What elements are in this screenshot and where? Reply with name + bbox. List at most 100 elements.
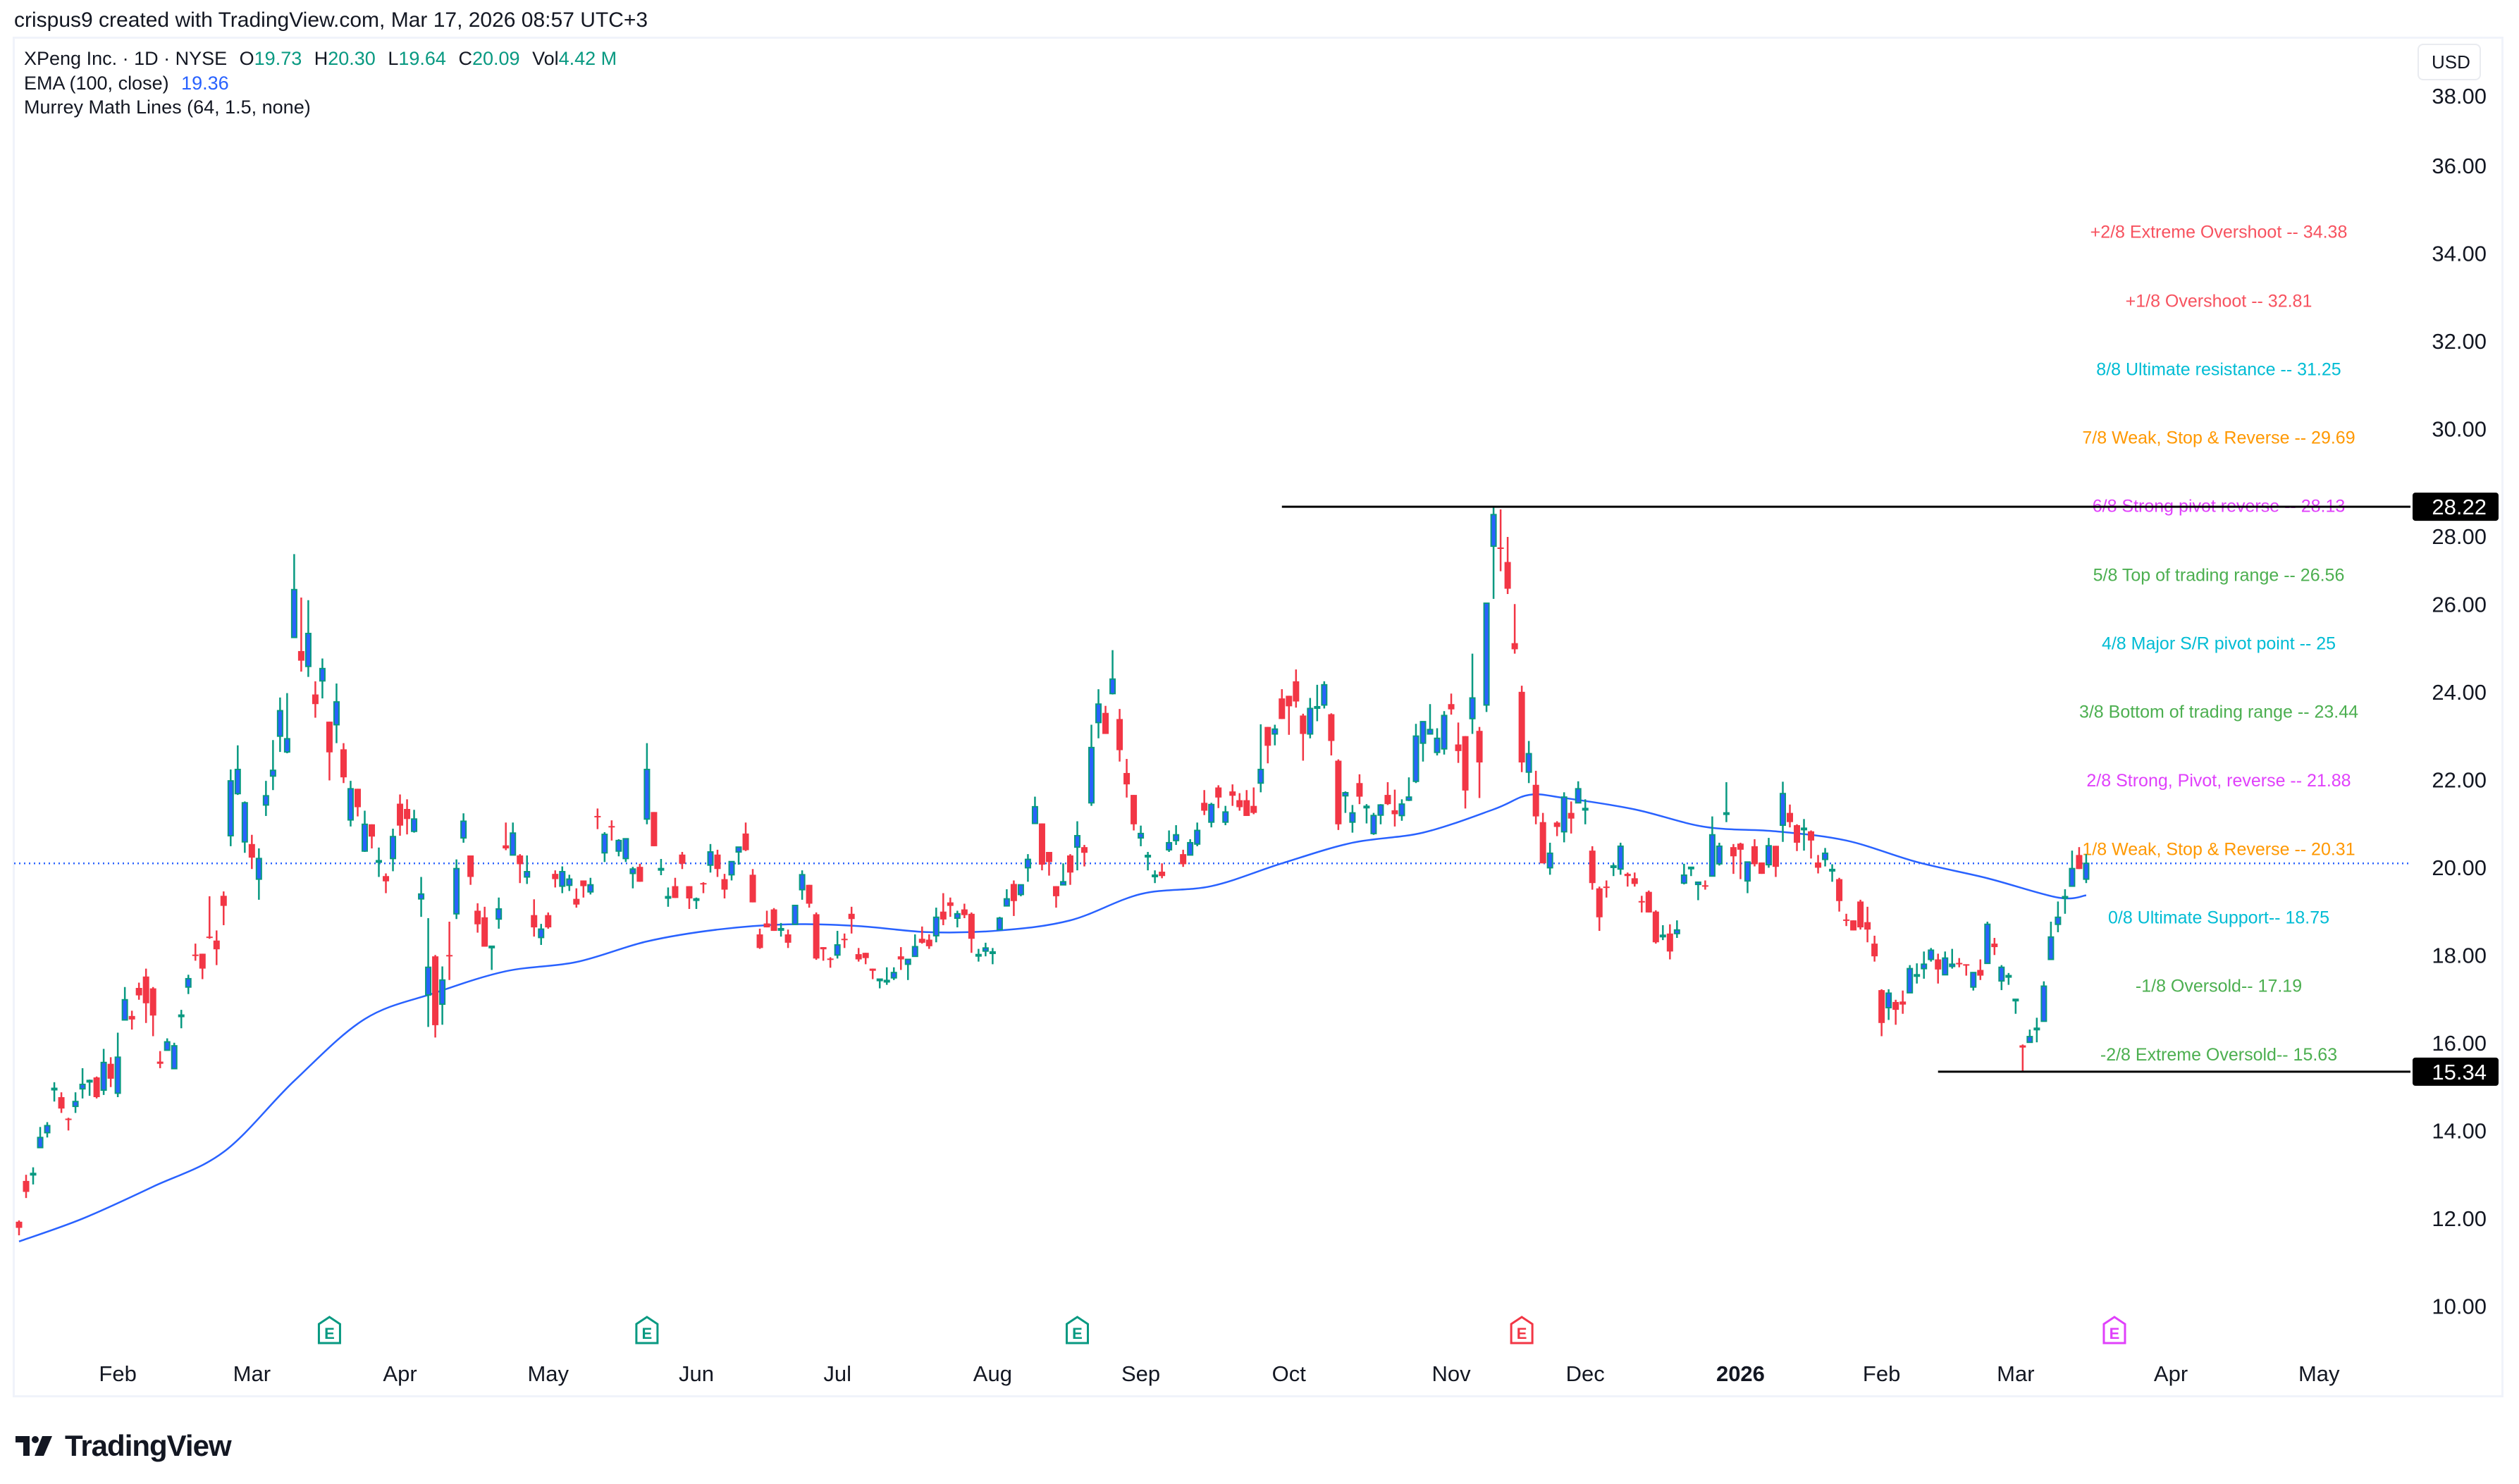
candle-body bbox=[693, 898, 700, 901]
candle-body bbox=[446, 955, 453, 957]
x-axis-tick-label: Mar bbox=[233, 1361, 271, 1386]
candle-body bbox=[1582, 808, 1589, 811]
candle-up bbox=[1109, 650, 1116, 695]
candle-body bbox=[573, 898, 580, 905]
candle-down bbox=[679, 852, 686, 870]
candle-body bbox=[283, 738, 290, 753]
candle-body bbox=[756, 934, 763, 948]
candle-up bbox=[1780, 781, 1786, 842]
candle-up bbox=[241, 801, 248, 853]
candle-down bbox=[862, 953, 869, 965]
candle-up bbox=[890, 967, 897, 980]
candle-body bbox=[1003, 898, 1010, 907]
candle-down bbox=[756, 928, 763, 949]
candle-body bbox=[404, 809, 411, 820]
candle-up bbox=[658, 858, 665, 876]
candle-up bbox=[185, 975, 192, 994]
candle-body bbox=[354, 789, 361, 808]
candle-up bbox=[1744, 861, 1751, 894]
candle-body bbox=[721, 879, 728, 890]
earnings-marker[interactable]: E bbox=[1066, 1316, 1089, 1344]
y-axis-tick-label: 28.00 bbox=[2432, 524, 2487, 549]
candle-body bbox=[855, 954, 862, 960]
candle-body bbox=[1907, 967, 1914, 994]
candle-down bbox=[142, 968, 149, 1023]
candle-body bbox=[30, 1173, 37, 1176]
currency-button[interactable]: USD bbox=[2418, 44, 2481, 80]
candle-body bbox=[2055, 916, 2062, 925]
x-axis-tick-label: Apr bbox=[2154, 1361, 2188, 1386]
candle-up bbox=[954, 910, 961, 928]
candle-down bbox=[869, 968, 876, 979]
earnings-marker[interactable]: E bbox=[317, 1316, 341, 1344]
candle-down bbox=[1751, 839, 1758, 867]
x-axis-tick-label: Apr bbox=[383, 1361, 417, 1386]
candle-body bbox=[1970, 972, 1977, 988]
candle-body bbox=[1173, 834, 1180, 841]
candle-body bbox=[996, 917, 1003, 931]
high-value: 20.30 bbox=[328, 48, 376, 69]
candle-up bbox=[1984, 921, 1991, 965]
candle-down bbox=[848, 906, 855, 934]
candle-down bbox=[517, 854, 524, 884]
candle-down bbox=[1229, 784, 1236, 806]
earnings-marker[interactable]: E bbox=[1510, 1316, 1534, 1344]
tradingview-logo[interactable]: TradingView bbox=[16, 1429, 232, 1463]
candle-body bbox=[1687, 866, 1694, 870]
candle-down bbox=[1243, 790, 1250, 816]
candle-body bbox=[1427, 729, 1434, 735]
candle-body bbox=[1560, 796, 1568, 833]
candle-down bbox=[1455, 722, 1462, 763]
ema-legend[interactable]: EMA (100, close) 19.36 bbox=[24, 73, 229, 94]
candle-down bbox=[1300, 713, 1307, 761]
candle-down bbox=[897, 947, 904, 970]
candle-body bbox=[1448, 704, 1455, 710]
candle-down bbox=[1737, 842, 1744, 879]
symbol-title[interactable]: XPeng Inc. · 1D · NYSE bbox=[24, 48, 228, 69]
candle-up bbox=[1194, 822, 1201, 846]
candle-body bbox=[213, 940, 220, 950]
candle-body bbox=[460, 820, 467, 839]
candle-body bbox=[1539, 822, 1546, 864]
candle-body bbox=[326, 722, 333, 753]
candle-up bbox=[876, 978, 883, 989]
candle-up bbox=[707, 843, 714, 873]
candles bbox=[16, 507, 2090, 1236]
candle-down bbox=[503, 822, 510, 851]
candle-body bbox=[1398, 803, 1405, 817]
candle-down bbox=[1518, 686, 1525, 772]
earnings-label: E bbox=[642, 1325, 653, 1342]
murrey-legend[interactable]: Murrey Math Lines (64, 1.5, none) bbox=[24, 97, 311, 118]
candle-body bbox=[149, 988, 156, 1016]
candle-body bbox=[1059, 881, 1066, 886]
x-axis-tick-label: Nov bbox=[1431, 1361, 1471, 1386]
candle-up bbox=[1088, 724, 1095, 806]
earnings-marker[interactable]: E bbox=[2102, 1316, 2126, 1344]
candle-body bbox=[1300, 715, 1307, 734]
x-axis-tick-label: Jun bbox=[679, 1361, 714, 1386]
murrey-level-label: 0/8 Ultimate Support-- 18.75 bbox=[2108, 908, 2329, 928]
candle-down bbox=[531, 899, 538, 937]
candle-down bbox=[686, 886, 693, 909]
candle-body bbox=[1441, 715, 1448, 750]
candle-down bbox=[1857, 899, 1864, 930]
candle-body bbox=[290, 588, 297, 638]
candle-body bbox=[1314, 705, 1321, 709]
candle-up bbox=[629, 867, 636, 889]
candle-down bbox=[1652, 910, 1659, 944]
candle-down bbox=[580, 880, 587, 898]
ema-value: 19.36 bbox=[181, 73, 229, 94]
candle-body bbox=[784, 934, 792, 943]
y-axis-tick-label: 38.00 bbox=[2432, 84, 2487, 109]
candle-up bbox=[1907, 965, 1914, 994]
candle-up bbox=[460, 813, 467, 843]
x-axis-tick-label: Feb bbox=[99, 1361, 136, 1386]
candle-body bbox=[1921, 963, 1928, 970]
candle-down bbox=[1391, 789, 1398, 827]
candle-up bbox=[1659, 925, 1666, 941]
earnings-marker[interactable]: E bbox=[635, 1316, 659, 1344]
candle-body bbox=[241, 802, 248, 843]
murrey-level-label: -1/8 Oversold-- 17.19 bbox=[2136, 977, 2302, 996]
candle-up bbox=[1405, 777, 1412, 801]
